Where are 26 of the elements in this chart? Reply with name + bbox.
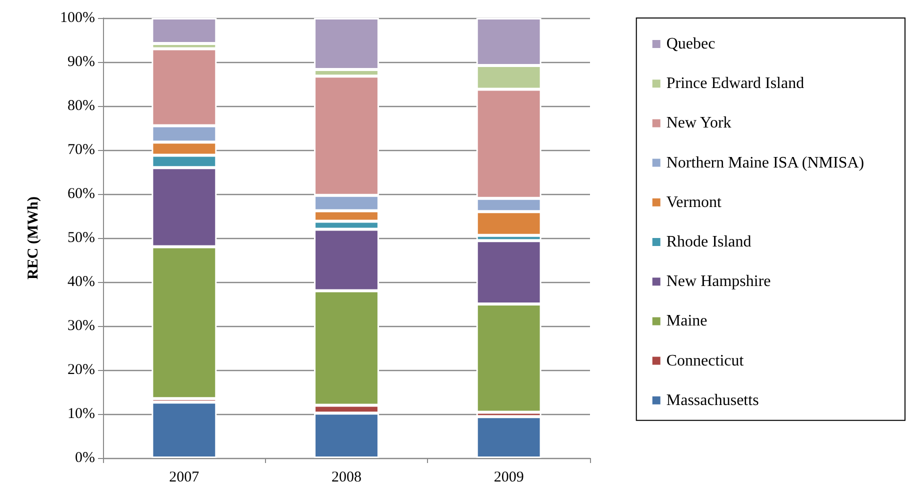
y-tick-label: 0% <box>75 450 95 466</box>
legend-label: Vermont <box>666 194 722 211</box>
legend-label: Quebec <box>666 36 716 52</box>
legend-label: Prince Edward Island <box>666 75 804 92</box>
y-axis-title: REC (MWh) <box>26 196 42 280</box>
legend-label: Maine <box>666 312 708 330</box>
y-tick-label: 30% <box>68 318 95 334</box>
y-tick-label: 60% <box>68 186 95 202</box>
y-tick-label: 10% <box>68 406 95 422</box>
x-tick-label: 2007 <box>169 470 200 486</box>
y-tick-label: 80% <box>68 98 95 114</box>
x-tick-label: 2009 <box>494 470 524 486</box>
y-tick-label: 90% <box>68 54 95 70</box>
y-tick-label: 70% <box>68 142 95 158</box>
legend-label: Rhode Island <box>666 234 752 250</box>
y-tick-label: 20% <box>68 362 95 378</box>
legend-label: Massachusetts <box>666 392 759 409</box>
y-tick-label: 50% <box>68 230 95 246</box>
y-tick-label: 40% <box>68 274 95 290</box>
legend-label: Connecticut <box>666 352 744 370</box>
y-tick-label: 100% <box>60 10 95 26</box>
x-tick-label: 2008 <box>332 470 362 486</box>
legend-label: New Hampshire <box>666 273 771 290</box>
legend-label: Northern Maine ISA (NMISA) <box>666 154 864 172</box>
legend-label: New York <box>666 114 732 132</box>
bar <box>152 402 217 458</box>
